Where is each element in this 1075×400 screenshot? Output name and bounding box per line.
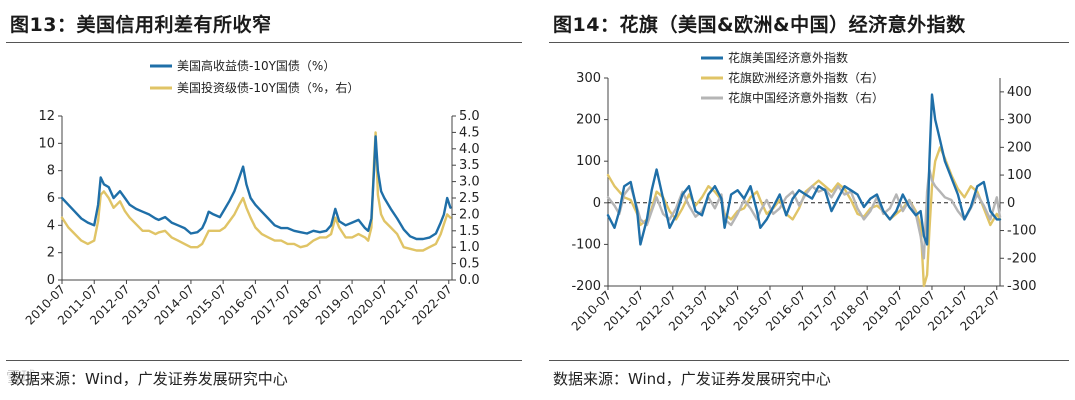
y-right-tick-label: 4.5 — [459, 125, 480, 140]
y-left-tick-label: 8 — [47, 164, 55, 179]
y-right-tick-label: -100 — [1007, 224, 1037, 239]
figure-14-panel: 图14：花旗（美国&欧洲&中国）经济意外指数 -200 -100 0 100 200 30… — [543, 0, 1075, 400]
series-line-1 — [606, 93, 1002, 246]
y-left-tick-label: -100 — [571, 237, 601, 252]
citi-surprise-chart: -200 -100 0 100 200 300 -300 -200 -100 0 100 200 300… — [569, 50, 1037, 334]
y-right-tick-label: -300 — [1007, 279, 1037, 294]
title-rule — [6, 42, 522, 43]
y-left-tick-label: 300 — [576, 71, 601, 86]
y-left-tick-label: 0 — [593, 196, 601, 211]
figure-14-source: 数据来源：Wind，广发证券发展研究中心 — [553, 370, 831, 388]
credit-spread-chart: 0 2 4 6 8 10 12 0.00.5 1.01.5 2.02.53.0 3.54.0 4.55… — [23, 58, 480, 328]
figure-13-title: 图13：美国信用利差有所收窄 — [10, 14, 272, 36]
legend-label: 花旗欧洲经济意外指数（右） — [728, 70, 884, 85]
y-left-tick-label: 12 — [38, 109, 55, 124]
y-right-tick-label: 300 — [1007, 113, 1032, 128]
y-left-tick-label: 200 — [576, 113, 601, 128]
legend-label: 花旗美国经济意外指数 — [728, 50, 848, 65]
series-line-3 — [606, 168, 1002, 260]
y-right-tick-label: 200 — [1007, 140, 1032, 155]
y-right-tick-label: 5.0 — [459, 109, 480, 124]
y-right-tick-label: 2.0 — [459, 207, 480, 222]
source-rule — [549, 360, 1069, 361]
y-right-tick-label: 1.5 — [459, 224, 480, 239]
y-left-tick-label: 0 — [47, 273, 55, 288]
y-right-tick-label: 0 — [1007, 196, 1015, 211]
y-right-tick-label: 0.5 — [459, 257, 480, 272]
y-left-tick-label: 6 — [47, 191, 55, 206]
source-rule — [6, 360, 522, 361]
y-right-tick-label: 0.0 — [459, 273, 480, 288]
y-right-tick-label: 4.0 — [459, 142, 480, 157]
y-right-tick-label: -200 — [1007, 251, 1037, 266]
y-right-tick-label: 3.5 — [459, 158, 480, 173]
y-right-tick-label: 100 — [1007, 168, 1032, 183]
y-left-tick-label: 100 — [576, 154, 601, 169]
legend-label: 花旗中国经济意外指数（右） — [728, 90, 884, 105]
watermark-text: 雪球 — [6, 368, 37, 386]
legend-label: 美国高收益债-10Y国债（%） — [177, 58, 335, 73]
y-right-tick-label: 400 — [1007, 85, 1032, 100]
y-left-tick-label: -200 — [571, 279, 601, 294]
y-left-tick-label: 4 — [47, 218, 55, 233]
series-line-2 — [60, 131, 452, 252]
figure-13-panel: 图13：美国信用利差有所收窄 0 2 4 6 8 10 12 0.0 0.5 1.0 1.5 2.0 2… — [0, 0, 528, 400]
legend-label: 美国投资级债-10Y国债（%，右） — [177, 80, 359, 95]
y-right-tick-label: 3.0 — [459, 175, 480, 190]
series-line-1 — [60, 135, 452, 241]
y-right-tick-label: 2.5 — [459, 191, 480, 206]
figure-13-source: 数据来源：Wind，广发证券发展研究中心 — [10, 370, 288, 388]
y-left-tick-label: 10 — [38, 136, 55, 151]
title-rule — [549, 42, 1069, 43]
figure-14-title: 图14：花旗（美国&欧洲&中国）经济意外指数 — [553, 14, 966, 36]
y-left-tick-label: 2 — [47, 246, 55, 261]
y-right-tick-label: 1.0 — [459, 240, 480, 255]
